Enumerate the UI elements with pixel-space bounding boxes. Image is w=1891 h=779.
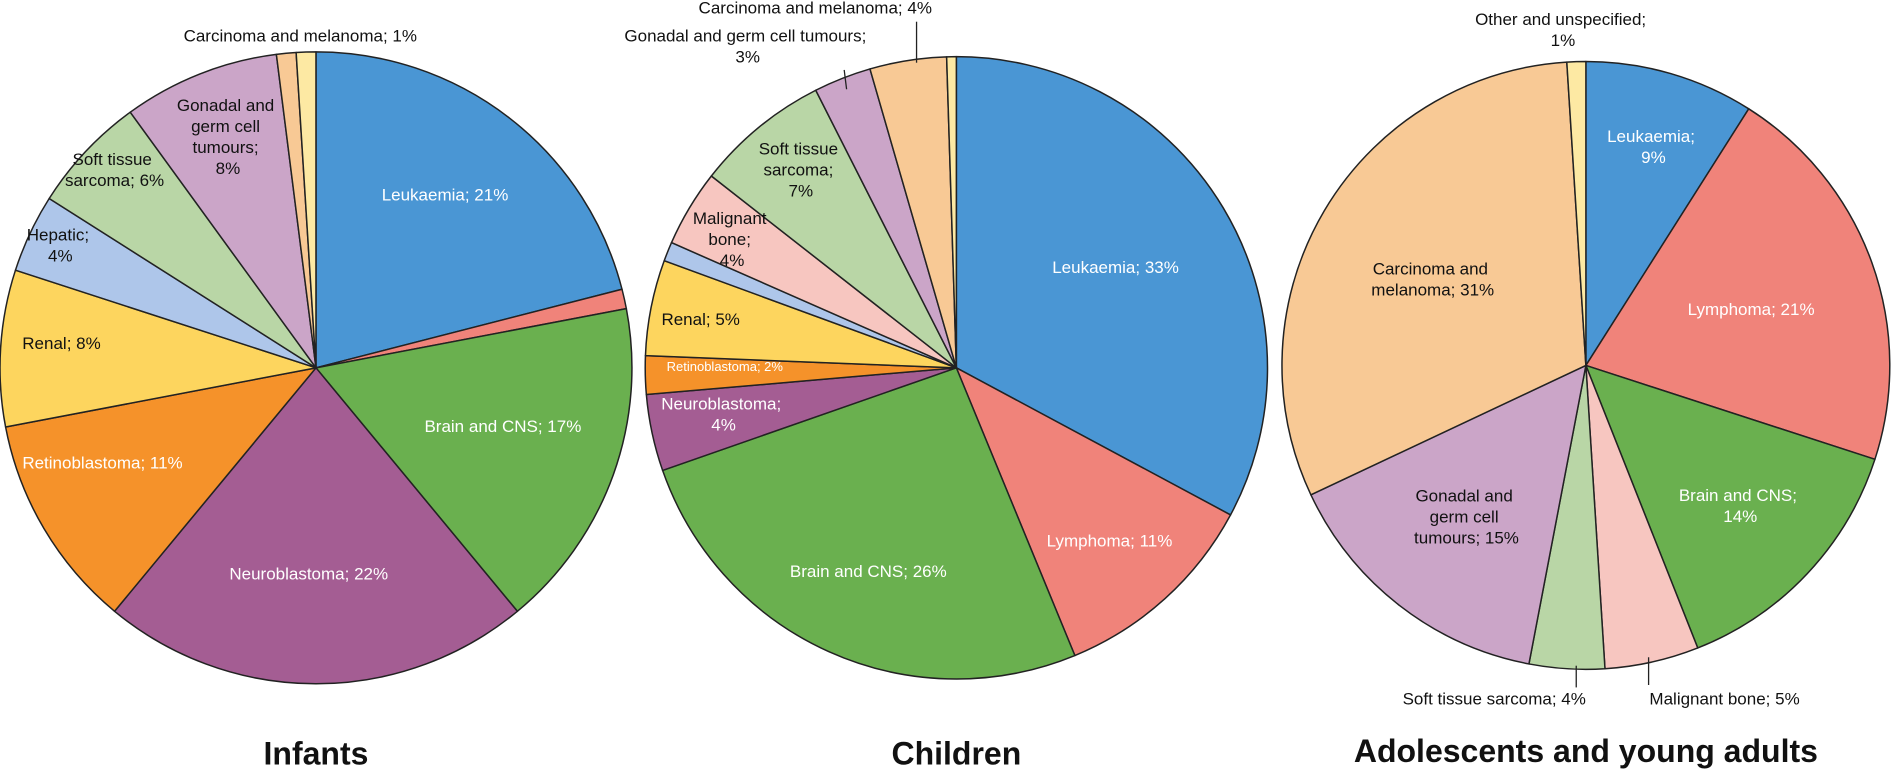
pie-slice xyxy=(295,51,317,369)
slice-label: Carcinoma and melanoma; 1% xyxy=(184,27,417,46)
slice-label: Renal; 5% xyxy=(661,310,739,329)
pie-slice xyxy=(1281,61,1587,496)
slice-label: Soft tissue sarcoma; 6% xyxy=(65,150,164,190)
slice-label: Lymphoma; 11% xyxy=(1047,532,1173,551)
pie-slice xyxy=(0,269,317,428)
slice-label: Retinoblastoma; 2% xyxy=(667,359,784,374)
pie-slice xyxy=(315,307,633,613)
pie-slice xyxy=(661,367,1076,680)
slice-label: Renal; 8% xyxy=(22,334,100,353)
slice-label: Leukaemia; 9% xyxy=(1607,127,1700,167)
pie-slice xyxy=(1585,364,1876,649)
pie-slice xyxy=(955,367,1232,657)
slice-label: Gonadal and germ cell tumours; 3% xyxy=(624,27,871,67)
slice-label: Gonadal and germ cell tumours; 8% xyxy=(177,97,279,179)
pie-slice xyxy=(48,111,317,369)
slice-label: Neuroblastoma; 22% xyxy=(229,565,388,584)
slice-label: Other and unspecified; 1% xyxy=(1475,10,1651,50)
pie-slice xyxy=(955,55,1269,516)
slice-label: Gonadal and germ cell tumours; 15% xyxy=(1414,487,1519,548)
pie-slice xyxy=(1566,60,1587,367)
pie-slice xyxy=(1585,60,1750,367)
pie-slice xyxy=(945,55,958,369)
chart-title: Children xyxy=(891,736,1021,772)
slice-label: Soft tissue sarcoma; 7% xyxy=(759,140,843,201)
slice-label: Neuroblastoma; 4% xyxy=(661,395,786,435)
slice-label: Brain and CNS; 14% xyxy=(1679,487,1802,527)
slice-label: Leukaemia; 33% xyxy=(1052,258,1179,277)
pie-slice xyxy=(113,367,519,685)
slice-label: Malignant bone; 5% xyxy=(1649,690,1799,709)
slice-label: Lymphoma; 21% xyxy=(1688,301,1815,320)
chart-title: Infants xyxy=(264,736,369,772)
pie-slice xyxy=(1310,364,1587,665)
pie-slice xyxy=(4,367,317,613)
slice-label: Carcinoma and melanoma; 4% xyxy=(699,0,932,18)
leader-line xyxy=(843,69,848,90)
slice-label: Malignant bone; 4% xyxy=(693,210,771,271)
pie-slice xyxy=(710,89,958,369)
pie-slice xyxy=(1585,108,1891,461)
slice-label: Soft tissue sarcoma; 4% xyxy=(1403,690,1586,709)
pie-slice xyxy=(315,51,623,369)
slice-label: Hepatic; 4% xyxy=(27,226,94,266)
slice-label: Retinoblastoma; 11% xyxy=(22,454,182,473)
slice-label: Carcinoma and melanoma; 31% xyxy=(1371,260,1494,300)
chart-title: Adolescents and young adults xyxy=(1354,733,1818,769)
slice-label: Brain and CNS; 26% xyxy=(790,562,947,581)
slice-label: Leukaemia; 21% xyxy=(382,186,509,205)
pie-slice xyxy=(129,53,317,369)
slice-label: Brain and CNS; 17% xyxy=(424,418,581,437)
